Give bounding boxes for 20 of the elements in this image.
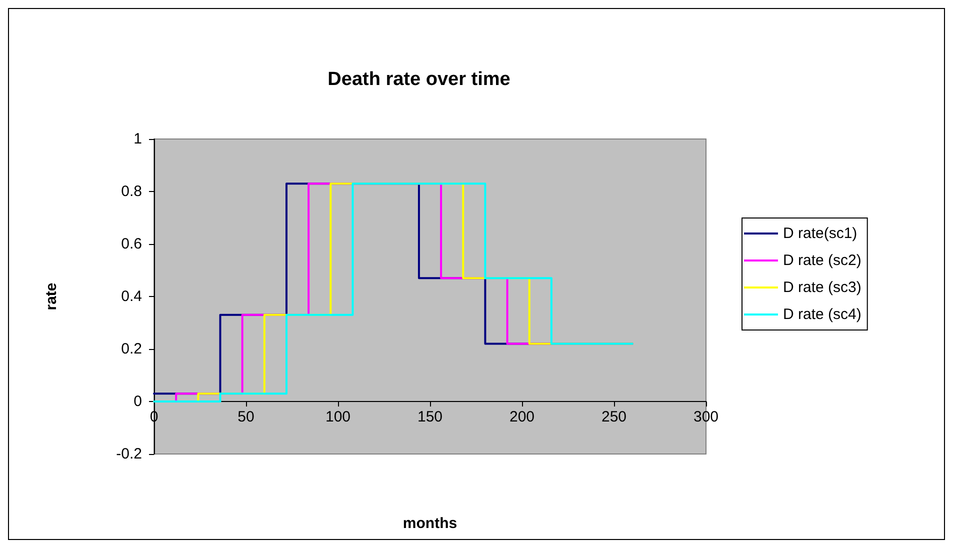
y-tick-label: 1 bbox=[134, 130, 142, 148]
legend-label: D rate (sc4) bbox=[783, 306, 862, 323]
x-tick-label: 150 bbox=[417, 408, 443, 426]
x-tick-label: 100 bbox=[325, 408, 351, 426]
y-tick-label: -0.2 bbox=[116, 446, 142, 462]
x-axis-title: months bbox=[402, 515, 458, 532]
chart-title: Death rate over time bbox=[328, 69, 510, 90]
x-tick-label: 300 bbox=[693, 408, 719, 426]
x-tick-label: 250 bbox=[601, 408, 627, 426]
y-tick-label: 0 bbox=[134, 393, 142, 410]
y-tick-label: 0.6 bbox=[121, 236, 142, 252]
y-tick-label: 0.4 bbox=[121, 288, 142, 305]
y-axis-title: rate bbox=[43, 282, 60, 310]
legend-label: D rate (sc2) bbox=[783, 252, 862, 269]
y-tick-label: 0.2 bbox=[121, 340, 142, 358]
legend-label: D rate (sc3) bbox=[783, 279, 862, 296]
x-tick-label: 200 bbox=[509, 408, 535, 426]
x-tick-label: 50 bbox=[238, 408, 254, 426]
legend-label: D rate(sc1) bbox=[783, 225, 858, 242]
y-tick-label: 0.8 bbox=[121, 183, 142, 200]
